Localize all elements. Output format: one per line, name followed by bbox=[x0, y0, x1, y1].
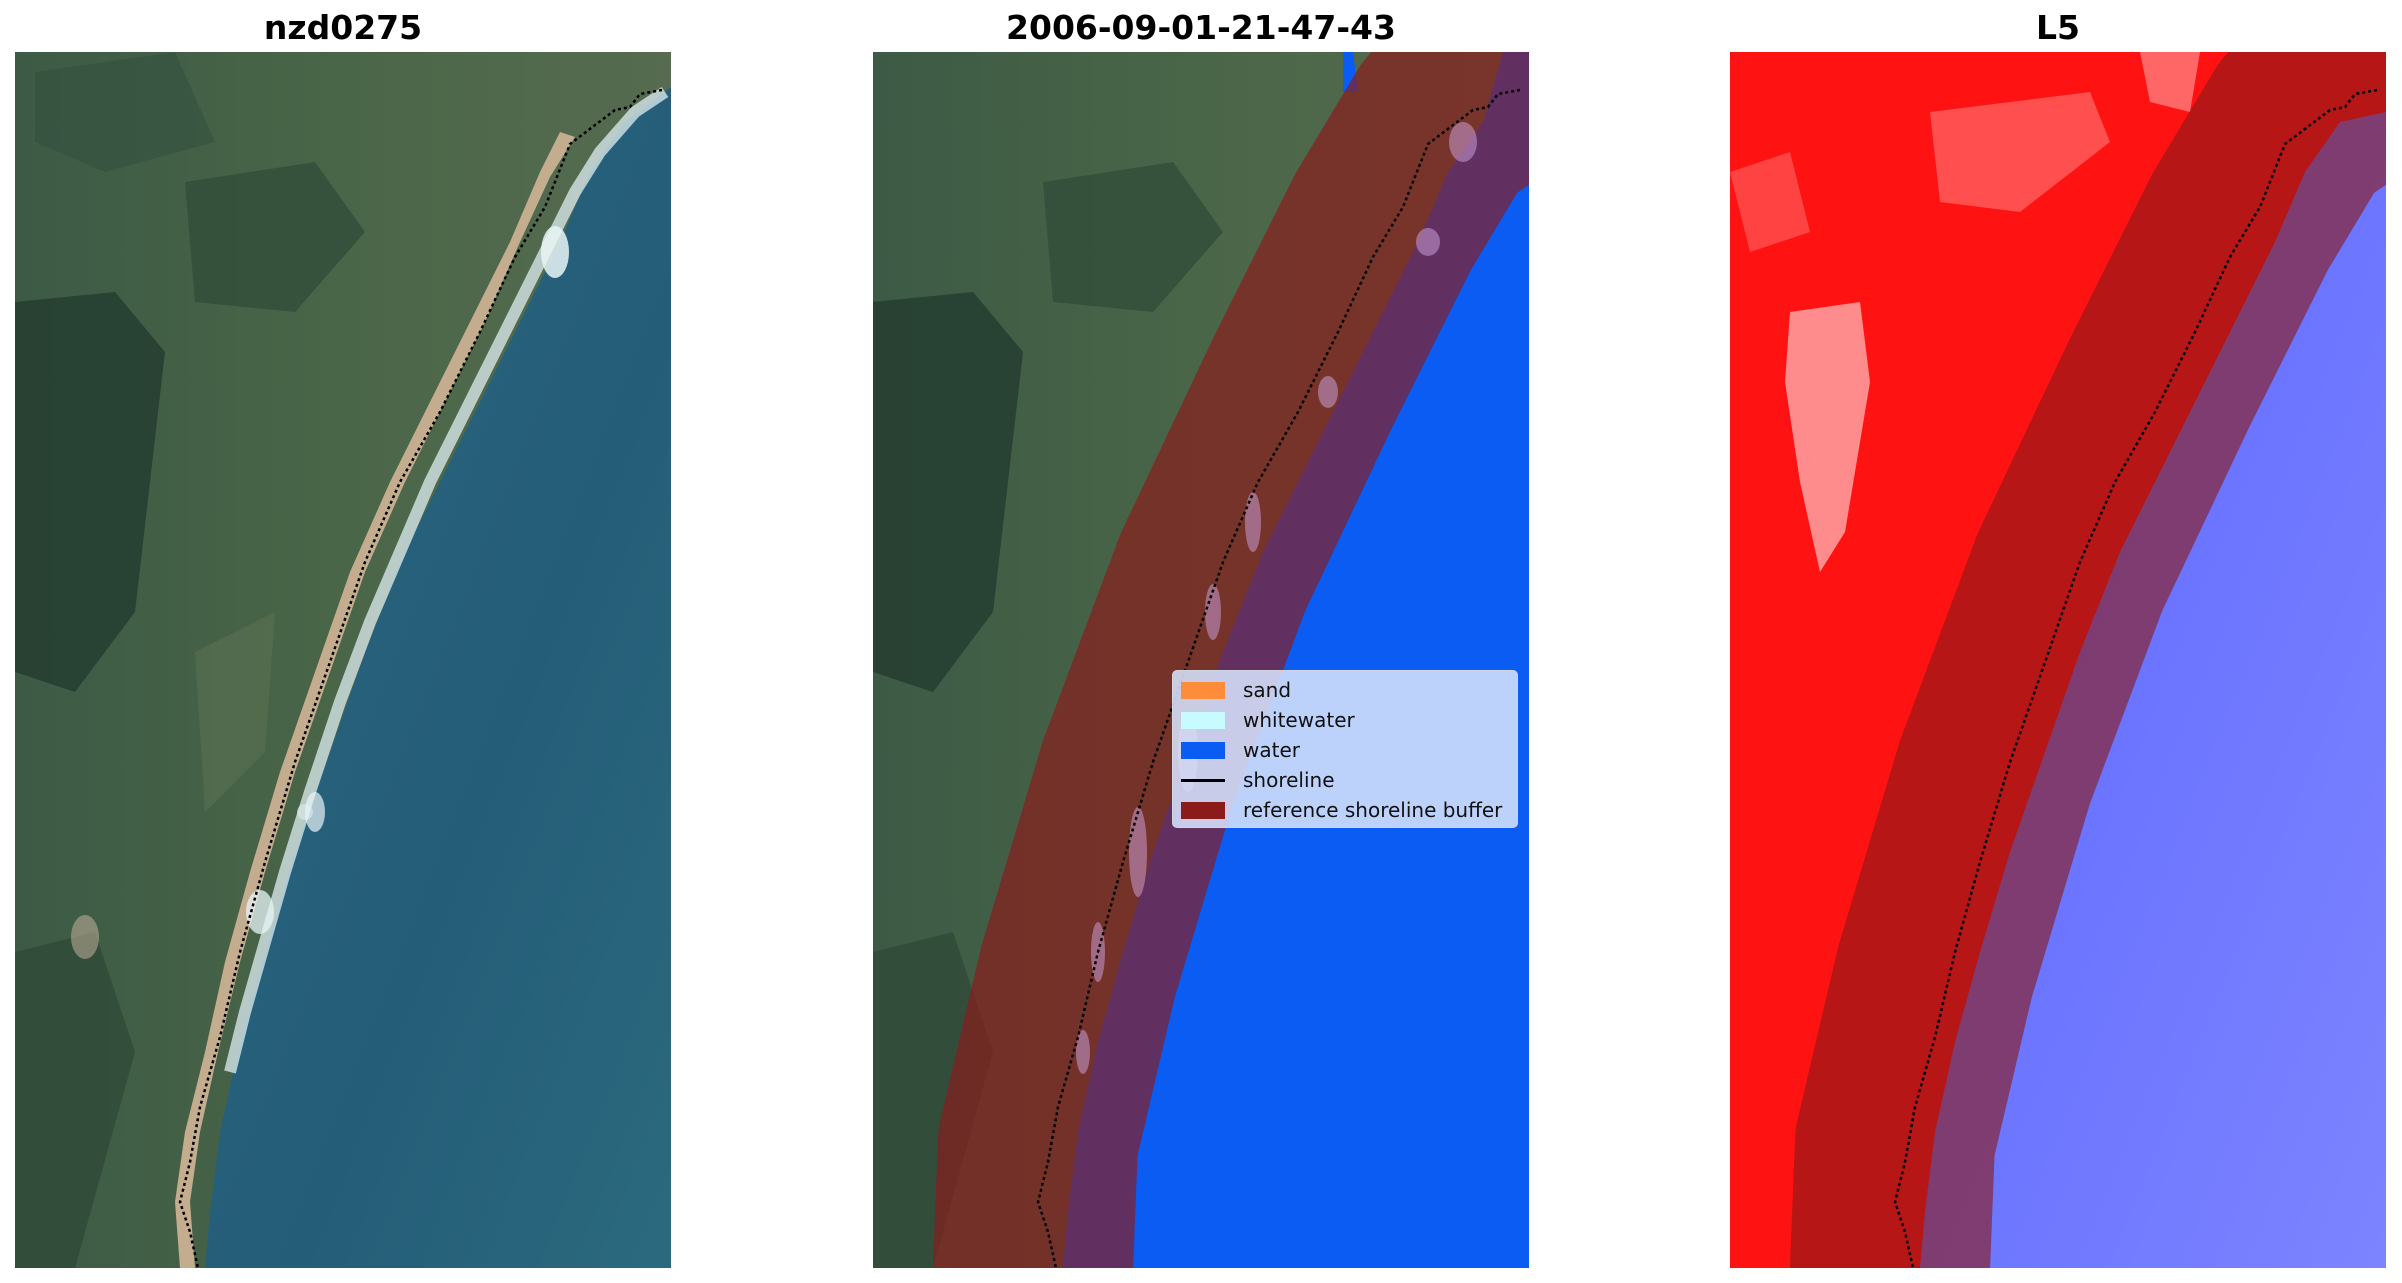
legend-item-buffer: reference shoreline buffer bbox=[1181, 795, 1509, 825]
water-swatch bbox=[1181, 741, 1225, 759]
legend-item-water: water bbox=[1181, 735, 1509, 765]
legend-label: shoreline bbox=[1243, 768, 1335, 792]
panel-title-rgb: nzd0275 bbox=[263, 8, 423, 47]
sand-swatch bbox=[1181, 681, 1225, 699]
whitewater-swatch bbox=[1181, 711, 1225, 729]
panel-title-index: L5 bbox=[2036, 8, 2080, 47]
index-image-panel bbox=[1730, 52, 2386, 1268]
panel-title-classification: 2006-09-01-21-47-43 bbox=[1006, 8, 1396, 47]
legend-label: reference shoreline buffer bbox=[1243, 798, 1503, 822]
legend-label: sand bbox=[1243, 678, 1292, 702]
legend-item-whitewater: whitewater bbox=[1181, 705, 1509, 735]
legend-label: whitewater bbox=[1243, 708, 1355, 732]
legend-item-shoreline: shoreline bbox=[1181, 765, 1509, 795]
legend-item-sand: sand bbox=[1181, 675, 1509, 705]
shoreline-swatch bbox=[1181, 778, 1225, 782]
buffer-swatch bbox=[1181, 801, 1225, 819]
legend: sand whitewater water shoreline referenc… bbox=[1172, 670, 1518, 828]
rgb-image-panel bbox=[15, 52, 671, 1268]
classification-panel bbox=[873, 52, 1529, 1268]
legend-label: water bbox=[1243, 738, 1300, 762]
